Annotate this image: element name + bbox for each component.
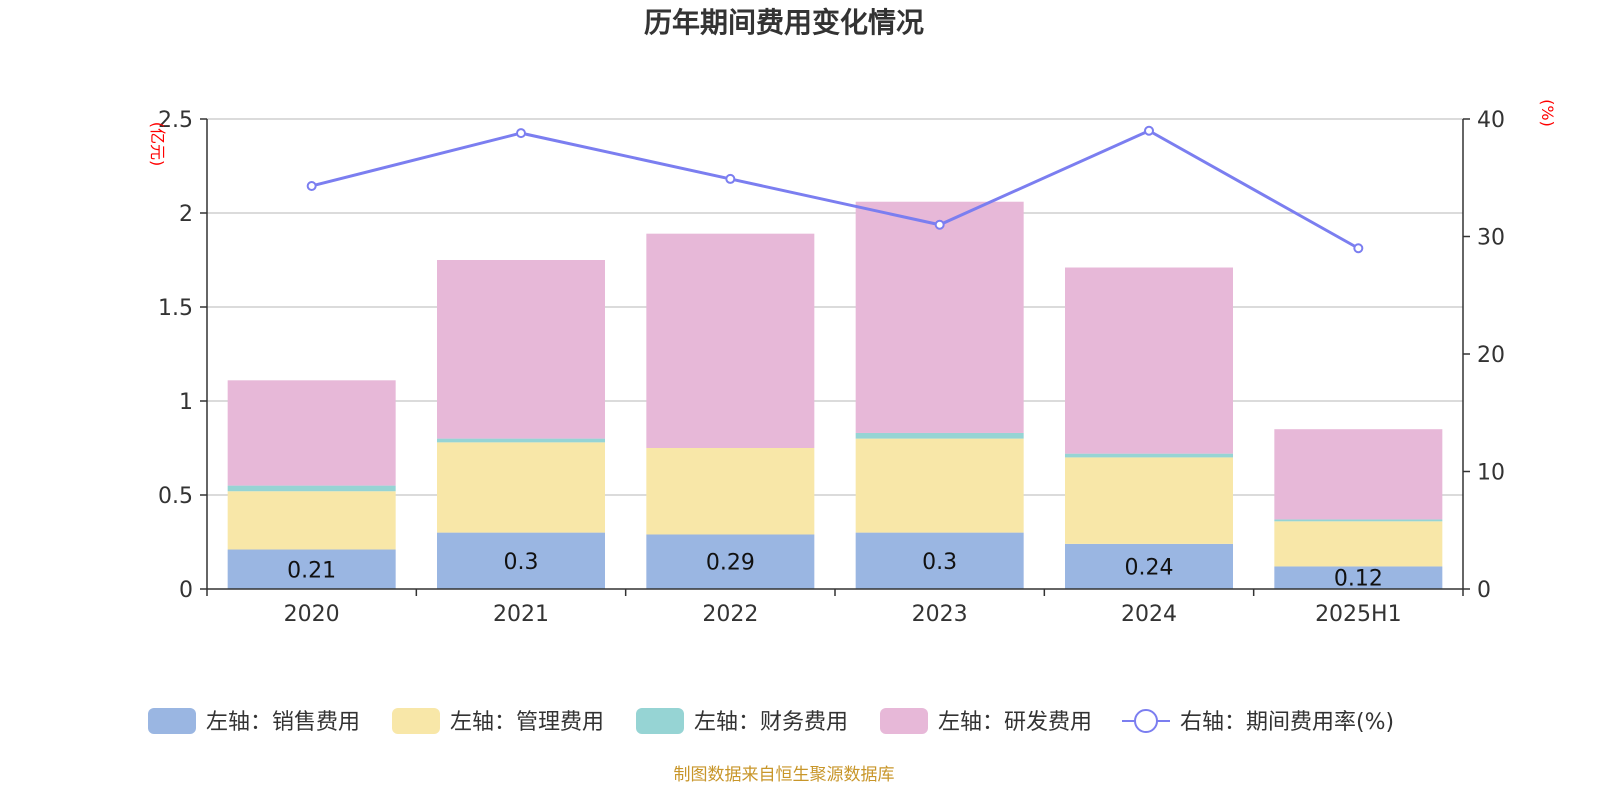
bar-value-label: 0.29 [706,551,755,576]
bar-segment [437,532,605,589]
rate-line [306,125,1364,254]
bars: 0.21 0.3 0.29 0.3 0.24 0.12 [227,201,1443,592]
bar-segment [1065,453,1233,458]
bar-segment [855,432,1024,439]
x-tick-label: 2022 [702,602,758,627]
legend-swatch [148,708,196,734]
bar-segment [646,233,815,448]
bar-segment [646,448,815,535]
legend-label: 右轴：期间费用率(%) [1180,710,1394,735]
legend-label: 左轴：管理费用 [450,710,604,735]
rate-point [934,219,945,230]
x-tick-label: 2020 [284,602,340,627]
x-tick-label: 2024 [1121,602,1177,627]
right-tick-label: 0 [1477,578,1491,603]
chart-title: 历年期间费用变化情况 [644,6,924,39]
rate-point [725,173,736,184]
bar-segment [437,260,605,439]
bar-segment [1274,521,1443,567]
left-axis-unit: (亿元) [148,122,167,167]
source-note: 制图数据来自恒生聚源数据库 [674,765,895,785]
bar-value-label: 0.3 [504,550,539,575]
x-tick-label: 2021 [493,602,549,627]
bar-segment [1274,429,1443,520]
bar-segment [1274,519,1443,522]
bar-segment [1065,543,1233,589]
left-tick-label: 0.5 [158,484,193,509]
rate-point [1144,125,1154,136]
bar-value-label: 0.12 [1334,567,1383,592]
bar-segment [227,380,396,486]
bar-segment [437,442,605,533]
bar-segment [1065,457,1233,544]
legend-line-marker [1134,709,1158,733]
bar-segment [855,438,1024,533]
bar-value-label: 0.24 [1125,555,1174,580]
right-tick-label: 10 [1477,461,1505,486]
bar-segment [855,201,1024,433]
right-tick-label: 20 [1477,343,1505,368]
legend-label: 左轴：销售费用 [206,710,360,735]
legend-label: 左轴：研发费用 [938,710,1092,735]
left-tick-label: 2 [179,202,193,227]
right-tick-label: 30 [1477,226,1505,251]
x-tick-label: 2023 [912,602,968,627]
bar-segment [227,549,396,589]
legend-label: 左轴：财务费用 [694,710,848,735]
rate-point [516,128,526,139]
rate-point [1353,243,1364,254]
bar-value-label: 0.3 [922,550,957,575]
legend-swatch [392,708,440,734]
legend: 左轴：销售费用 左轴：管理费用 左轴：财务费用 左轴：研发费用 右轴：期间费用率(%) [148,708,1394,735]
rate-point [306,180,317,191]
left-tick-label: 0 [179,578,193,603]
right-axis-unit: (%) [1538,99,1557,127]
bar-segment [227,491,396,550]
bar-segment [646,534,815,589]
axes: 0 0.5 1 1.5 2 2.5 0 10 20 30 40 2020 2021 2022 2023 202… [158,108,1505,627]
grid [207,118,1463,496]
bar-value-label: 0.21 [287,558,336,583]
left-tick-label: 1.5 [158,296,193,321]
left-tick-label: 2.5 [158,108,193,133]
x-tick-label: 2025H1 [1315,602,1402,627]
left-tick-label: 1 [179,390,193,415]
bar-segment [1274,566,1443,589]
bar-segment [437,438,605,443]
bar-segment [1065,267,1233,454]
right-tick-label: 40 [1477,108,1505,133]
legend-swatch [880,708,928,734]
bar-segment [227,485,396,492]
legend-swatch [636,708,684,734]
bar-segment [855,532,1024,589]
rate-line-path [311,129,1360,250]
